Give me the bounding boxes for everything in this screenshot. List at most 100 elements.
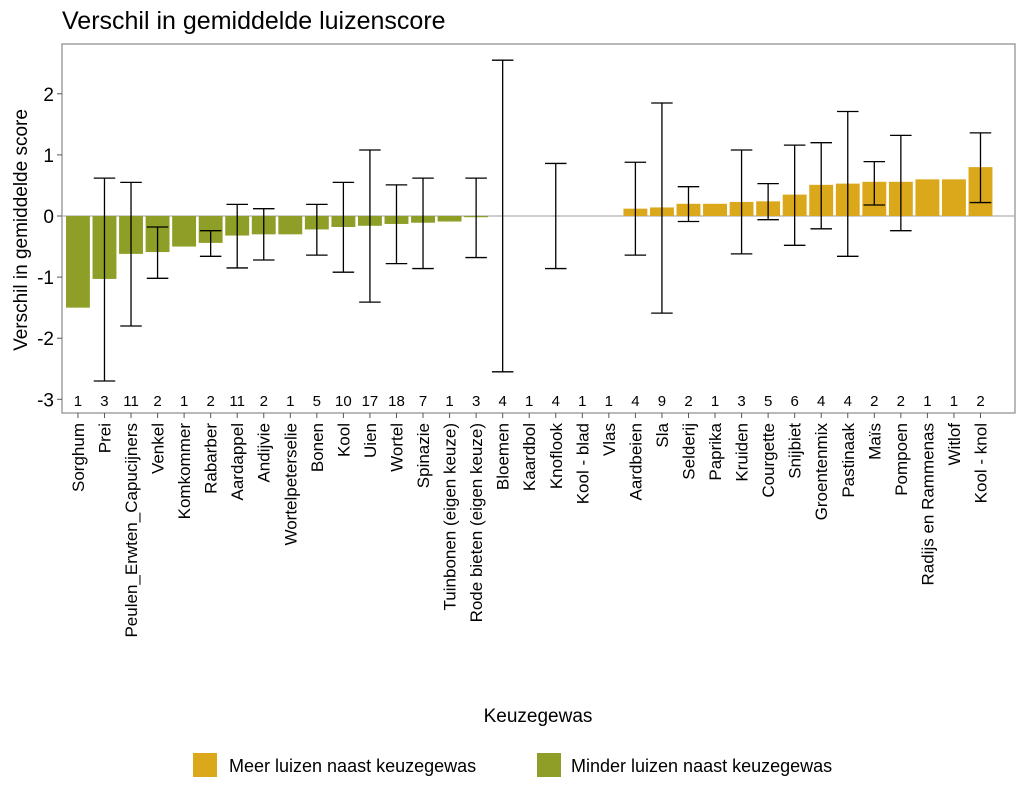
x-tick-label: Aardappel <box>228 423 247 501</box>
sample-size-label: 11 <box>229 393 245 410</box>
x-tick-label: Kool - knol <box>971 423 990 503</box>
x-tick-label: Paprika <box>706 422 725 480</box>
legend-label-minder: Minder luizen naast keuzegewas <box>571 756 832 776</box>
x-tick-label: Snijbiet <box>786 423 805 479</box>
x-tick-label: Kruiden <box>733 423 752 482</box>
x-tick-label: Andijvie <box>255 423 274 483</box>
error-bar <box>545 162 567 270</box>
x-tick-label: Peulen_Erwten_Capucijners <box>122 423 141 638</box>
error-bar <box>651 102 673 314</box>
sample-size-label: 9 <box>658 393 666 410</box>
error-bar <box>677 186 700 223</box>
error-bar <box>783 144 806 246</box>
x-tick-label: Courgette <box>759 423 778 498</box>
bar <box>437 216 462 222</box>
bar <box>915 179 940 216</box>
bar <box>941 179 966 216</box>
sample-size-label: 1 <box>445 393 453 410</box>
error-bar <box>465 177 487 259</box>
sample-size-label: 6 <box>790 393 798 410</box>
sample-size-label: 7 <box>419 393 427 410</box>
x-tick-label: Pastinaak <box>839 423 858 498</box>
sample-size-label: 5 <box>764 393 772 410</box>
sample-size-label: 1 <box>578 393 586 410</box>
sample-size-label: 1 <box>950 393 958 410</box>
y-tick-label: -1 <box>37 268 54 289</box>
error-bar <box>120 181 142 327</box>
legend-swatch-minder <box>537 753 561 777</box>
error-bar <box>491 59 514 373</box>
x-tick-label: Pompoen <box>892 423 911 496</box>
x-tick-label: Witlof <box>945 423 964 466</box>
sample-size-label: 4 <box>844 393 852 410</box>
error-bars-group <box>93 59 992 382</box>
x-tick-label: Spinazie <box>414 423 433 488</box>
x-tick-label: Bloemen <box>494 423 513 490</box>
chart-title: Verschil in gemiddelde luizenscore <box>62 7 446 35</box>
x-axis: Sorghum Prei Peulen_Erwten_Capucijners Venk… <box>69 413 990 638</box>
x-tick-label: Venkel <box>149 423 168 474</box>
sample-size-label: 4 <box>631 393 639 410</box>
sample-size-label: 4 <box>498 393 506 410</box>
error-bar <box>810 142 832 230</box>
sample-size-label: 2 <box>976 393 984 410</box>
x-tick-label: Aardbeien <box>626 423 645 501</box>
error-bar <box>385 184 408 265</box>
sample-size-label: 5 <box>313 393 321 410</box>
error-bar <box>252 208 275 261</box>
error-bar <box>412 177 434 270</box>
x-tick-label: Selderij <box>679 423 698 480</box>
y-tick-label: 1 <box>43 146 54 167</box>
error-bar <box>837 110 859 257</box>
x-tick-label: Bonen <box>308 423 327 472</box>
x-tick-label: Wortel <box>387 423 406 472</box>
sample-size-label: 1 <box>74 393 82 410</box>
sample-size-label: 3 <box>100 393 108 410</box>
y-tick-label: -3 <box>37 390 54 411</box>
x-tick-label: Wortelpeterselie <box>281 423 300 546</box>
bar <box>198 216 223 243</box>
y-tick-label: -2 <box>37 329 54 350</box>
error-bar <box>624 161 647 256</box>
x-tick-label: Uien <box>361 423 380 458</box>
x-tick-label: Kool - blad <box>573 423 592 504</box>
error-bar <box>890 134 912 232</box>
bar <box>703 203 727 216</box>
sample-size-label: 1 <box>286 393 294 410</box>
sample-size-label: 2 <box>153 393 161 410</box>
sample-size-label: 4 <box>552 393 560 410</box>
sample-size-label: 1 <box>525 393 533 410</box>
x-tick-label: Kaardbol <box>520 423 539 491</box>
sample-size-label: 2 <box>206 393 214 410</box>
sample-size-label: 18 <box>388 393 405 410</box>
sample-size-label: 1 <box>923 393 931 410</box>
legend-label-meer: Meer luizen naast keuzegewas <box>229 756 476 776</box>
y-axis-title: Verschil in gemiddelde score <box>11 109 32 351</box>
x-tick-label: Groentenmix <box>812 423 831 521</box>
bar <box>172 216 197 247</box>
x-tick-label: Komkommer <box>175 423 194 520</box>
x-tick-label: Maïs <box>865 423 884 460</box>
legend: Meer luizen naast keuzegewas Minder luiz… <box>193 753 832 777</box>
error-bar <box>226 203 248 269</box>
x-tick-label: Knoflook <box>547 423 566 490</box>
sample-size-label: 4 <box>817 393 825 410</box>
y-tick-label: 2 <box>43 85 54 106</box>
x-tick-label: Prei <box>95 423 114 453</box>
error-bar <box>969 132 992 204</box>
error-bar <box>757 182 779 221</box>
x-tick-label: Kool <box>334 423 353 457</box>
x-tick-label: Sla <box>653 422 672 447</box>
x-tick-label: Vlas <box>600 423 619 456</box>
error-bar <box>93 177 116 382</box>
sample-size-label: 11 <box>123 393 139 410</box>
y-tick-label: 0 <box>43 207 54 228</box>
x-tick-label: Radijs en Rammenas <box>918 423 937 586</box>
sample-size-label: 1 <box>605 393 613 410</box>
error-bar <box>359 149 381 303</box>
sample-size-label: 3 <box>737 393 745 410</box>
error-bar <box>332 181 355 273</box>
error-bar <box>146 226 169 279</box>
sample-size-label: 17 <box>362 393 379 410</box>
